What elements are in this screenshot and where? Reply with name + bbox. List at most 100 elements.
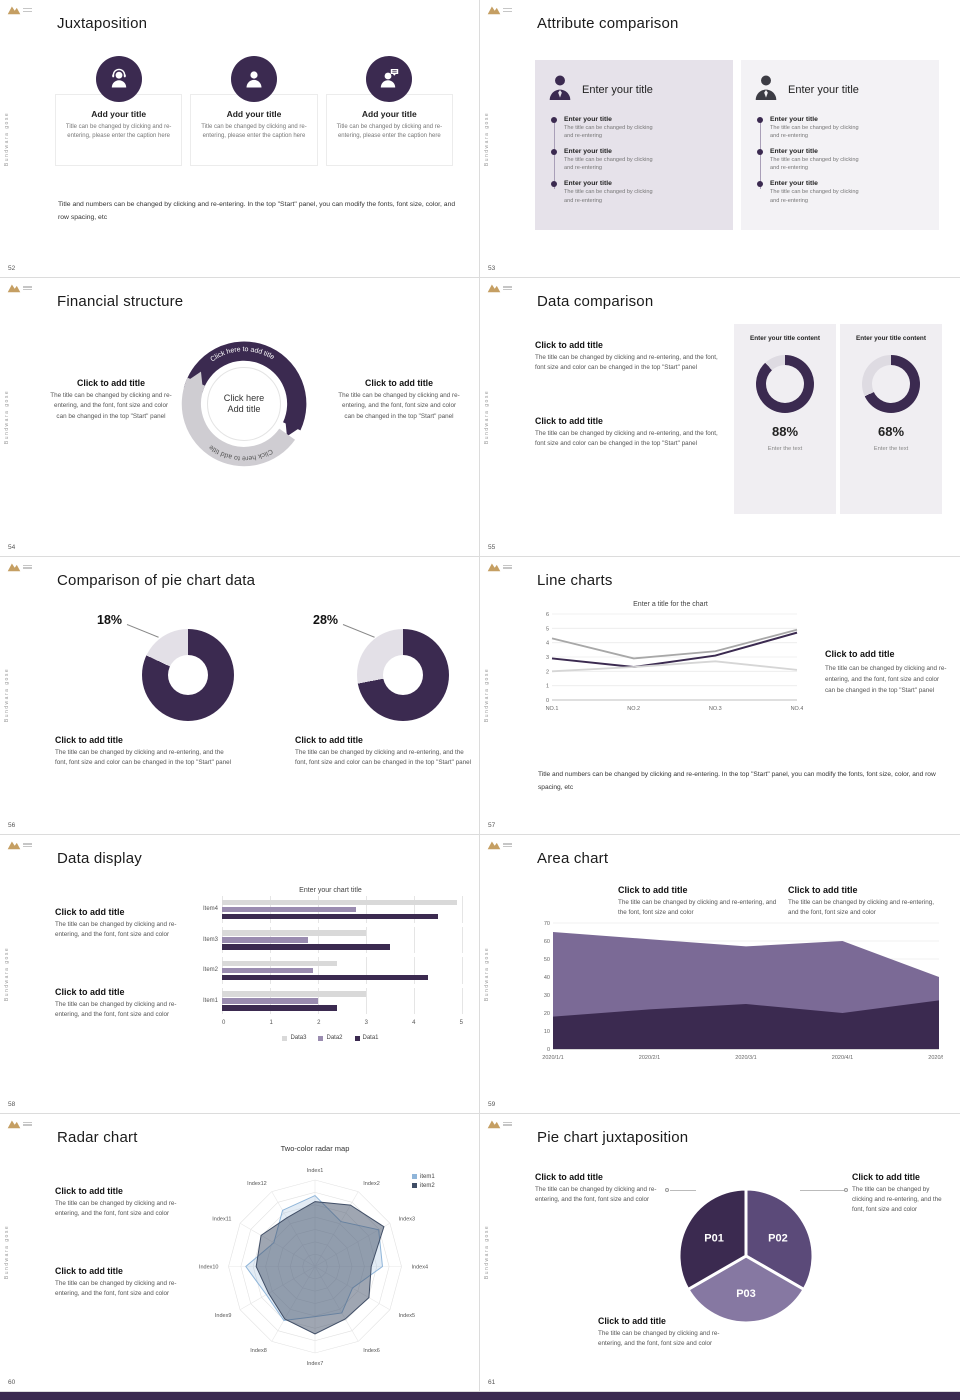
brand-logo <box>487 5 512 15</box>
logo-text-lines <box>23 7 32 13</box>
block-body: The title can be changed by clicking and… <box>598 1329 720 1347</box>
block-body: The title can be changed by clicking and… <box>55 748 232 766</box>
connector-dot <box>844 1187 848 1192</box>
block-heading: Click to add title <box>852 1171 920 1182</box>
sidebar-vertical-text: Bundwara gose <box>484 111 490 166</box>
sidebar-vertical-text: Bundwara gose <box>4 946 10 1001</box>
block-heading: Click to add title <box>55 987 125 998</box>
info-card: Add your title Title can be changed by c… <box>55 56 183 166</box>
svg-text:Index6: Index6 <box>363 1348 380 1354</box>
slide-56[interactable]: Comparison of pie chart data 18% 28% Cli… <box>0 556 480 836</box>
block-heading: Click to add title <box>55 907 125 918</box>
donut-chart <box>756 355 814 414</box>
percent-value: 68% <box>877 424 905 440</box>
timeline-item: Enter your title The title can be change… <box>551 180 721 204</box>
svg-text:Index5: Index5 <box>399 1312 416 1318</box>
timeline: Enter your title The title can be change… <box>757 116 927 205</box>
block-body: The title can be changed by clicking and… <box>535 1185 657 1203</box>
brand-logo <box>7 5 32 15</box>
svg-text:NO.3: NO.3 <box>709 706 722 712</box>
svg-text:Index7: Index7 <box>307 1361 324 1367</box>
brand-logo <box>487 562 512 572</box>
timeline-item: Enter your title The title can be change… <box>551 148 721 172</box>
item-title: Enter your title <box>770 180 818 188</box>
svg-text:5: 5 <box>546 626 549 632</box>
block-body: The title can be changed by clicking and… <box>295 748 472 766</box>
block-heading: Click to add title <box>55 1265 123 1276</box>
sidebar-vertical-text: Bundwara gose <box>484 668 490 723</box>
slide-61[interactable]: Pie chart juxtaposition Click to add tit… <box>480 1113 960 1392</box>
comparison-panels: Enter your title Enter your title The ti… <box>535 60 939 230</box>
svg-text:30: 30 <box>544 993 550 999</box>
timeline-dot-icon <box>757 181 763 188</box>
svg-text:NO.1: NO.1 <box>546 706 559 712</box>
person-headset-icon <box>95 56 142 102</box>
block-body: The title can be changed by clicking and… <box>618 899 777 917</box>
slide-title: Juxtaposition <box>57 15 148 32</box>
item-title: Enter your title <box>564 116 612 123</box>
block-body: The title can be changed by clicking and… <box>55 1199 177 1217</box>
slide-57[interactable]: Line charts Enter a title for the chart … <box>480 556 960 836</box>
panel-right: Enter your title Enter your title The ti… <box>741 60 939 230</box>
brand-logo <box>487 840 512 850</box>
slide-53[interactable]: Attribute comparison Enter your title En… <box>480 0 960 279</box>
timeline: Enter your title The title can be change… <box>551 116 721 205</box>
center-label-line1: Click here <box>224 393 265 403</box>
svg-text:P01: P01 <box>704 1232 724 1244</box>
block-heading: Click to add title <box>535 416 603 427</box>
slide-52[interactable]: Juxtaposition Add your title Title can b… <box>0 0 480 279</box>
slide-number: 53 <box>488 265 496 273</box>
connector-line <box>670 1189 696 1191</box>
text-block: Click to add title The title can be chan… <box>535 340 725 373</box>
pie-chart-plot: P02 P03 P01 <box>676 1186 816 1326</box>
slide-60[interactable]: Radar chart Two-color radar map Click to… <box>0 1113 480 1392</box>
sidebar-vertical-text: Bundwara gose <box>4 389 10 445</box>
legend-label: item1 <box>420 1173 435 1180</box>
slide-55[interactable]: Data comparison Click to add title The t… <box>480 278 960 557</box>
stat-card: Enter your title content 88% Enter the t… <box>734 324 836 515</box>
card-title: Add your title <box>91 109 147 119</box>
brand-logo <box>7 562 32 572</box>
svg-text:Index1: Index1 <box>307 1168 324 1174</box>
percent-callout-label: 28% <box>313 612 339 627</box>
legend-label: item2 <box>420 1182 435 1189</box>
text-block: Click to add title The title can be chan… <box>825 649 951 696</box>
card-header: Enter your title content <box>856 335 926 343</box>
svg-text:70: 70 <box>544 921 550 927</box>
legend-item: item2 <box>412 1183 435 1189</box>
svg-text:3: 3 <box>546 655 549 661</box>
slide-58[interactable]: Data display Click to add title The titl… <box>0 835 480 1114</box>
item-desc: The title can be changed by clicking and… <box>564 189 653 204</box>
donut-chart <box>357 628 449 721</box>
svg-text:NO.4: NO.4 <box>791 706 803 712</box>
donut-chart <box>862 355 920 414</box>
slide-title: Data display <box>57 850 142 868</box>
bar-chart: Enter your chart title Item4 Item3 Item2 It… <box>198 887 463 1056</box>
card-caption: Title can be changed by clicking and re-… <box>201 124 307 140</box>
text-block: Click to add title The title can be chan… <box>295 735 477 768</box>
block-heading: Click to add title <box>55 1185 123 1196</box>
brand-logo <box>7 840 32 850</box>
logo-text-lines <box>23 842 32 848</box>
svg-text:2020/4/1: 2020/4/1 <box>832 1055 853 1061</box>
block-body: The title can be changed by clicking and… <box>788 899 934 917</box>
logo-text-lines <box>23 285 32 291</box>
connector-line <box>800 1189 846 1191</box>
legend-item: item1 <box>412 1174 435 1180</box>
percent-callout-label: 18% <box>97 612 123 627</box>
text-block: Click to add title The title can be chan… <box>55 1186 177 1219</box>
person-chat-icon <box>366 56 413 102</box>
cycle-arrows-diagram: Click here to add title Click here to ad… <box>181 341 307 467</box>
person-tie-icon <box>547 72 573 107</box>
block-body: The title can be changed by clicking and… <box>55 921 177 939</box>
slide-title: Line charts <box>537 571 613 589</box>
text-block-left: Click to add title The title can be chan… <box>535 1172 665 1205</box>
text-block: Click to add title The title can be chan… <box>618 885 783 918</box>
slide-title: Comparison of pie chart data <box>57 571 256 589</box>
block-heading: Click to add title <box>598 1315 666 1326</box>
slide-54[interactable]: Financial structure Click to add title T… <box>0 278 480 557</box>
slide-59[interactable]: Area chart Click to add title The title … <box>480 835 960 1114</box>
card-box: Add your title Title can be changed by c… <box>55 94 183 166</box>
page-bottom-bar <box>0 1392 960 1400</box>
text-block: Click to add title The title can be chan… <box>55 907 183 940</box>
